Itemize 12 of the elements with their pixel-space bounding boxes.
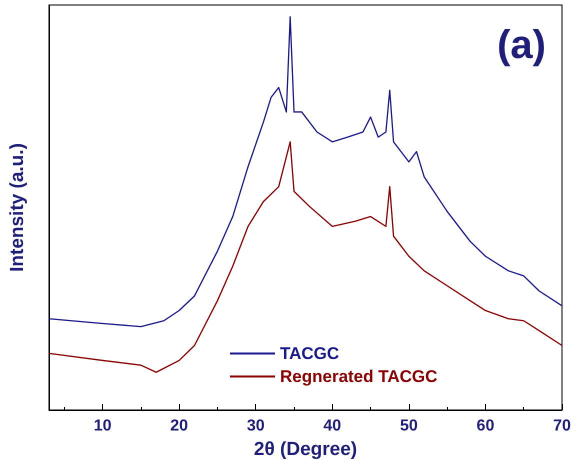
y-axis-title: Intensity (a.u.) [7,143,28,272]
annotation: (a) [497,23,546,67]
x-tick-label: 70 [553,418,571,434]
x-tick-label: 10 [94,418,112,434]
legend-label: TACGC [280,344,340,363]
x-tick-label: 50 [400,418,418,434]
x-tick-label: 30 [246,418,265,434]
x-tick-label: 20 [170,418,188,434]
x-tick-label: 60 [476,418,494,434]
legend-label: Regnerated TACGC [280,367,438,386]
x-tick-label: 40 [323,418,342,434]
x-axis-title: 2θ (Degree) [254,439,358,460]
